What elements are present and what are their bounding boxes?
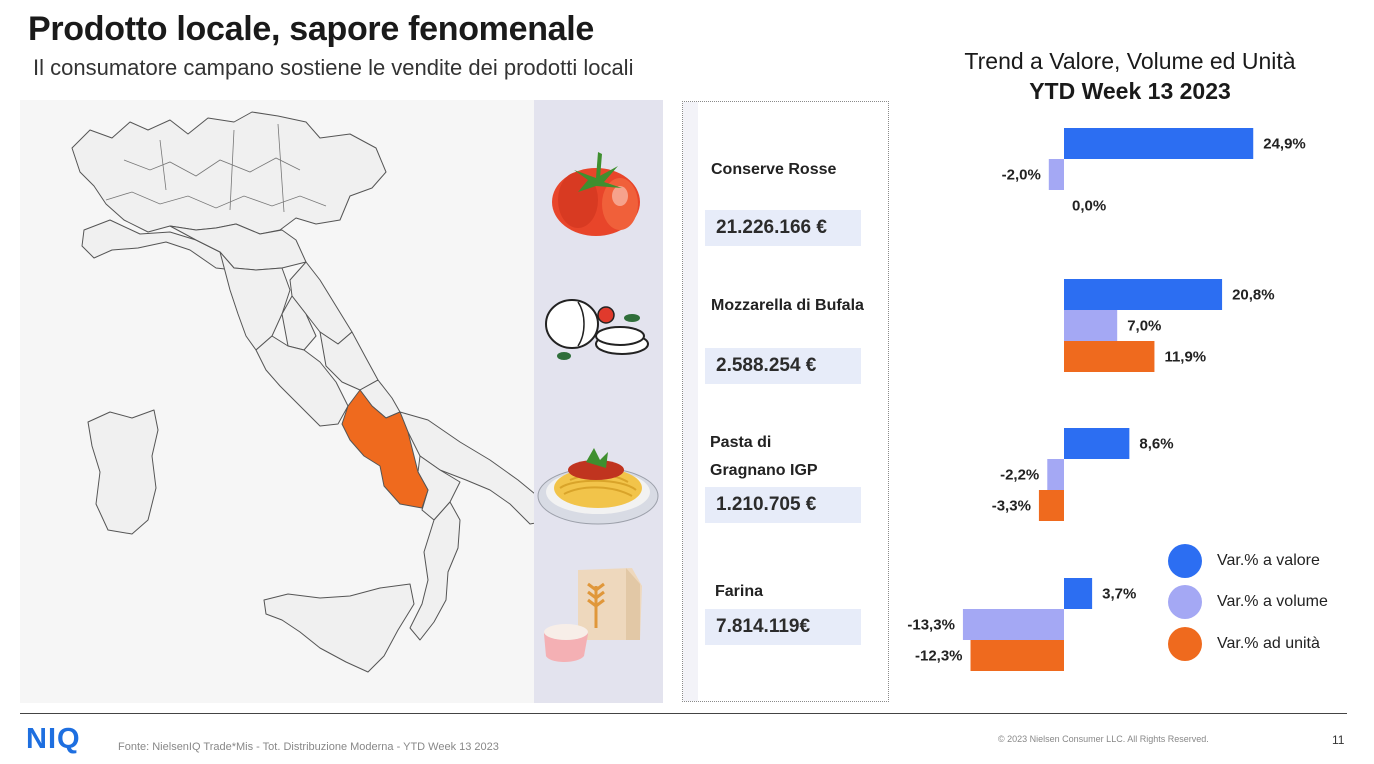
chart-title-block: Trend a Valore, Volume ed Unità YTD Week… (930, 46, 1330, 106)
chart-subtitle: YTD Week 13 2023 (1029, 78, 1231, 104)
legend-swatch-valore (1168, 544, 1202, 578)
map-region-north (71, 111, 387, 235)
map-region-liguria (81, 219, 235, 271)
bar-valore-3 (1064, 428, 1130, 459)
bar-volume-3 (1047, 459, 1064, 490)
pasta-plate-icon (537, 448, 659, 525)
legend-label-unita: Var.% ad unità (1217, 635, 1320, 652)
category-value-mozzarella: 2.588.254 € (705, 348, 861, 384)
bar-label-unita-2: 11,9% (1164, 349, 1206, 366)
source-note: Fonte: NielsenIQ Trade*Mis - Tot. Distri… (118, 741, 499, 753)
category-icon-strip (534, 100, 663, 703)
map-region-campania (341, 389, 429, 509)
copyright-note: © 2023 Nielsen Consumer LLC. All Rights … (998, 734, 1209, 744)
category-value-farina: 7.814.119€ (705, 609, 861, 645)
chart-title: Trend a Valore, Volume ed Unità (964, 48, 1296, 74)
legend-label-valore: Var.% a valore (1217, 552, 1320, 569)
legend-swatch-volume (1168, 585, 1202, 619)
bar-valore-2 (1064, 279, 1223, 310)
flour-bag-icon (544, 568, 642, 662)
map-region-sardinia (87, 409, 159, 535)
bar-unita-2 (1064, 341, 1155, 372)
category-label-farina: Farina (715, 583, 764, 600)
trend-bar-chart: 24,9% -2,0% 0,0% 20,8% 7,0%11,9% 8,6% -2,2% -3,… (907, 128, 1306, 671)
mozzarella-icon (545, 299, 649, 360)
category-label-pasta: Pasta di Gragnano IGP (710, 434, 818, 479)
legend-swatch-unita (1168, 627, 1202, 661)
bar-valore-1 (1064, 128, 1254, 159)
bar-valore-4 (1064, 578, 1093, 609)
italy-map (71, 111, 534, 673)
map-region-sicily (263, 583, 415, 673)
niq-logo: NIQ (26, 723, 81, 755)
bar-unita-3 (1038, 490, 1064, 521)
page-subtitle: Il consumatore campano sostiene le vendi… (33, 55, 634, 80)
category-values-panel: Conserve Rosse 21.226.166 € Mozzarella d… (682, 101, 889, 702)
legend-item-valore: Var.% a valore (1168, 544, 1368, 578)
bar-volume-1 (1048, 159, 1064, 190)
bar-label-volume-1: -2,0% (1002, 167, 1041, 184)
category-value-pasta: 1.210.705 € (705, 487, 861, 523)
bar-label-volume-2: 7,0% (1127, 318, 1161, 335)
bar-label-valore-3: 8,6% (1139, 436, 1173, 453)
category-value-conserve: 21.226.166 € (705, 210, 861, 246)
category-label-conserve: Conserve Rosse (711, 161, 837, 178)
page-title: Prodotto locale, sapore fenomenale (28, 10, 595, 48)
map-region-tuscany (219, 251, 291, 351)
map-region-calabria (409, 501, 461, 641)
bar-volume-4 (962, 609, 1064, 640)
bar-label-valore-2: 20,8% (1232, 287, 1275, 304)
bar-volume-2 (1064, 310, 1118, 341)
bar-label-valore-4: 3,7% (1102, 586, 1136, 603)
bar-label-unita-3: -3,3% (992, 498, 1031, 515)
bar-label-valore-1: 24,9% (1263, 136, 1306, 153)
bar-label-unita-4: -12,3% (915, 648, 963, 665)
tomato-icon (552, 152, 640, 236)
bar-unita-4 (970, 640, 1064, 671)
legend-item-volume: Var.% a volume (1168, 585, 1368, 619)
footer-divider (20, 713, 1347, 714)
category-label-mozzarella: Mozzarella di Bufala (711, 297, 864, 314)
bar-label-volume-4: -13,3% (907, 617, 955, 634)
italy-map-panel (20, 100, 534, 703)
bar-label-unita-1: 0,0% (1072, 198, 1106, 215)
page-number: 11 (1332, 733, 1345, 747)
bar-label-volume-3: -2,2% (1000, 467, 1039, 484)
legend-item-unita: Var.% ad unità (1168, 627, 1368, 661)
legend-label-volume: Var.% a volume (1217, 593, 1328, 610)
